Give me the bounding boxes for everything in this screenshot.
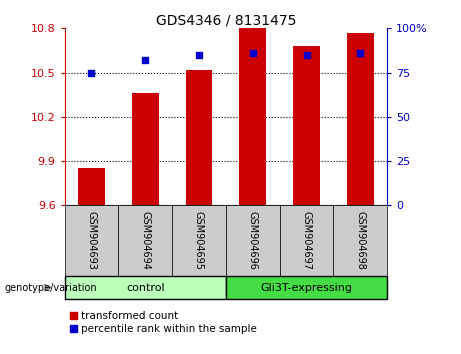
Bar xyxy=(65,276,226,299)
Bar xyxy=(293,46,320,205)
Point xyxy=(357,50,364,56)
Point xyxy=(88,70,95,75)
Text: control: control xyxy=(126,282,165,293)
Point xyxy=(249,50,256,56)
Bar xyxy=(239,28,266,205)
Point xyxy=(303,52,310,58)
Text: GSM904698: GSM904698 xyxy=(355,211,366,270)
Text: GSM904697: GSM904697 xyxy=(301,211,312,270)
Bar xyxy=(78,169,105,205)
Text: GSM904696: GSM904696 xyxy=(248,211,258,270)
Point xyxy=(142,57,149,63)
Bar xyxy=(333,205,387,276)
Bar xyxy=(226,205,280,276)
Bar xyxy=(185,70,213,205)
Bar xyxy=(226,276,387,299)
Bar xyxy=(172,205,226,276)
Text: Gli3T-expressing: Gli3T-expressing xyxy=(260,282,353,293)
Bar xyxy=(65,205,118,276)
Point xyxy=(195,52,203,58)
Text: GSM904693: GSM904693 xyxy=(86,211,96,270)
Bar xyxy=(280,205,333,276)
Bar xyxy=(132,93,159,205)
Legend: transformed count, percentile rank within the sample: transformed count, percentile rank withi… xyxy=(70,312,257,334)
Text: genotype/variation: genotype/variation xyxy=(5,282,97,293)
Text: GSM904694: GSM904694 xyxy=(140,211,150,270)
Bar xyxy=(347,33,374,205)
Bar xyxy=(118,205,172,276)
Text: GSM904695: GSM904695 xyxy=(194,211,204,270)
Title: GDS4346 / 8131475: GDS4346 / 8131475 xyxy=(156,13,296,27)
